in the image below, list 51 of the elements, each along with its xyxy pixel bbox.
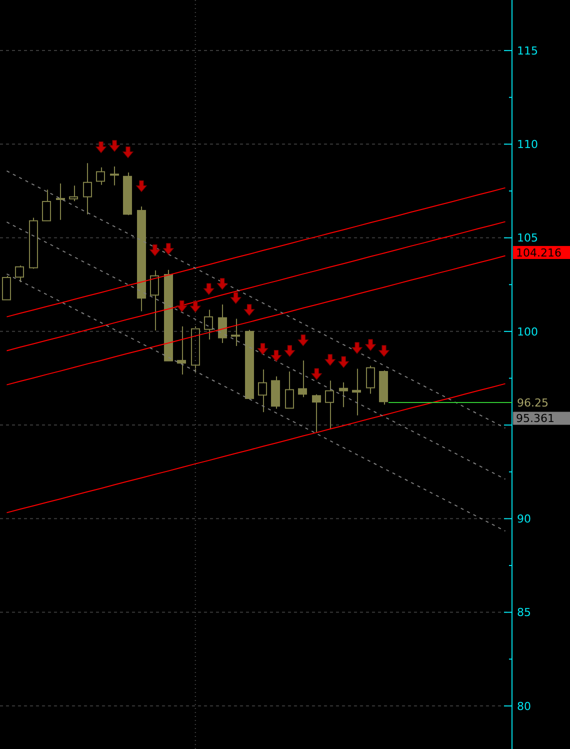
point <box>311 368 322 380</box>
candlestick <box>150 270 159 331</box>
candlestick <box>339 382 348 408</box>
point <box>230 292 242 304</box>
line-series <box>6 187 506 318</box>
point <box>284 345 295 357</box>
ref-line-label: 96.25 <box>517 396 548 410</box>
line-series <box>6 222 506 480</box>
line-series <box>6 221 506 352</box>
candlestick <box>231 318 240 347</box>
point <box>136 180 147 192</box>
y-tick-label: 80 <box>517 700 531 713</box>
y-tick-label: 90 <box>517 512 531 526</box>
line-series <box>6 273 506 532</box>
point <box>190 300 201 312</box>
point <box>217 278 228 290</box>
line-series <box>6 383 506 514</box>
point <box>244 304 255 316</box>
candlestick <box>366 365 375 394</box>
point <box>257 343 268 355</box>
point <box>352 342 362 354</box>
y-tick-label: 115 <box>517 44 538 58</box>
point <box>270 350 282 362</box>
line-series <box>6 170 506 429</box>
y-tick-label: 110 <box>517 138 538 152</box>
candlestick <box>204 309 213 340</box>
y-tick-label: 104.216 <box>516 246 562 260</box>
y-tick-label: 85 <box>517 606 531 620</box>
y-tick-label: 100 <box>517 325 538 338</box>
candlestick <box>177 326 186 375</box>
candlestick <box>83 162 92 215</box>
point <box>176 300 188 312</box>
point <box>324 354 336 366</box>
y-tick-label: 95.361 <box>516 412 554 426</box>
point <box>150 244 160 256</box>
point <box>298 334 308 346</box>
candlestick <box>325 380 334 430</box>
point <box>204 283 214 295</box>
point <box>109 140 120 152</box>
line-series <box>6 255 506 386</box>
point <box>96 141 106 154</box>
point <box>378 345 390 357</box>
candlestick <box>352 368 361 416</box>
point <box>163 243 174 255</box>
candlestick <box>110 166 119 186</box>
y-tick-label: 105 <box>517 232 538 245</box>
point <box>365 339 376 351</box>
candlestick <box>258 368 267 413</box>
point <box>122 146 134 158</box>
candlestick <box>56 183 65 220</box>
point <box>338 356 349 368</box>
